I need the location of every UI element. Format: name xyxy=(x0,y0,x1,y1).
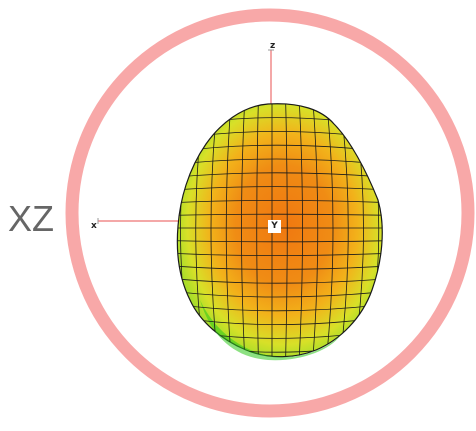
z-axis-label: z xyxy=(270,41,276,51)
x-axis-label: x xyxy=(91,221,97,231)
view-ring xyxy=(65,8,475,418)
view-plane-label: XZ xyxy=(8,198,55,239)
y-axis-label: Y xyxy=(268,220,281,233)
